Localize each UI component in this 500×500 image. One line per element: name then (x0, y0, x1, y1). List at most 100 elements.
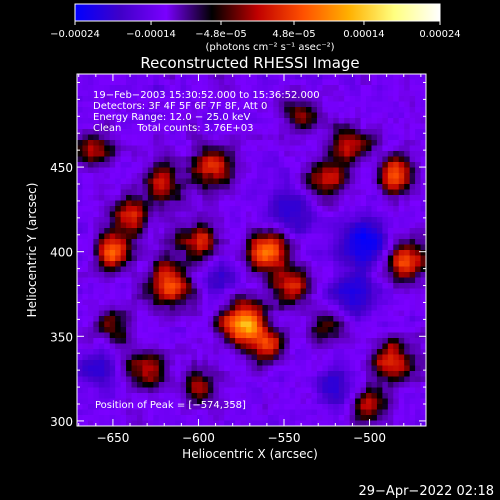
heatmap-cell (256, 129, 263, 135)
heatmap-cell (420, 145, 427, 152)
heatmap-cell (82, 195, 89, 201)
heatmap-cell (235, 365, 241, 372)
heatmap-cell (262, 261, 269, 267)
heatmap-cell (404, 233, 411, 240)
heatmap-cell (131, 233, 138, 240)
heatmap-cell (142, 365, 149, 372)
heatmap-cell (306, 134, 312, 141)
heatmap-cell (420, 178, 427, 185)
heatmap-cell (327, 261, 334, 267)
heatmap-cell (295, 250, 301, 256)
heatmap-cell (322, 244, 329, 251)
heatmap-cell (316, 123, 323, 130)
heatmap-cell (338, 222, 345, 229)
heatmap-cell (158, 277, 165, 284)
heatmap-cell (126, 184, 132, 190)
heatmap-cell (371, 327, 378, 333)
heatmap-cell (169, 404, 176, 410)
heatmap-cell (191, 217, 198, 223)
heatmap-cell (213, 189, 220, 196)
heatmap-cell (147, 371, 154, 377)
heatmap-cell (98, 255, 105, 262)
heatmap-cell (180, 129, 187, 135)
heatmap-cell (136, 189, 143, 196)
heatmap-cell (104, 321, 111, 328)
heatmap-cell (333, 250, 340, 256)
heatmap-cell (142, 420, 149, 427)
heatmap-cell (355, 310, 361, 317)
heatmap-cell (267, 415, 274, 421)
heatmap-cell (175, 349, 182, 355)
heatmap-cell (169, 354, 176, 361)
heatmap-cell (278, 338, 285, 344)
heatmap-cell (376, 321, 383, 328)
heatmap-cell (349, 338, 356, 344)
heatmap-cell (344, 261, 351, 267)
heatmap-cell (415, 365, 421, 372)
heatmap-cell (355, 398, 361, 405)
heatmap-cell (175, 327, 182, 333)
heatmap-cell (142, 393, 149, 399)
heatmap-cell (382, 134, 389, 141)
heatmap-cell (240, 305, 247, 311)
heatmap-cell (366, 178, 372, 185)
heatmap-cell (415, 112, 421, 119)
heatmap-cell (382, 173, 389, 179)
heatmap-cell (191, 211, 198, 218)
heatmap-cell (109, 101, 116, 108)
heatmap-cell (153, 288, 160, 295)
heatmap-cell (382, 283, 389, 289)
heatmap-cell (366, 162, 372, 168)
heatmap-cell (218, 283, 225, 289)
heatmap-cell (218, 294, 225, 300)
heatmap-cell (278, 415, 285, 421)
heatmap-cell (186, 112, 192, 119)
heatmap-cell (98, 129, 105, 135)
heatmap-cell (98, 162, 105, 168)
heatmap-cell (186, 321, 192, 328)
heatmap-cell (371, 387, 378, 394)
heatmap-cell (93, 277, 100, 284)
heatmap-cell (415, 233, 421, 240)
heatmap-cell (196, 74, 203, 80)
heatmap-cell (289, 288, 296, 295)
heatmap-cell (398, 316, 405, 322)
heatmap-cell (191, 321, 198, 328)
heatmap-cell (382, 415, 389, 421)
heatmap-cell (404, 299, 411, 306)
heatmap-cell (240, 420, 247, 427)
heatmap-cell (376, 74, 383, 80)
heatmap-cell (115, 354, 122, 361)
heatmap-cell (109, 250, 116, 256)
heatmap-cell (262, 415, 269, 421)
heatmap-cell (180, 398, 187, 405)
heatmap-cell (262, 96, 269, 102)
heatmap-cell (196, 162, 203, 168)
heatmap-cell (218, 151, 225, 157)
heatmap-cell (158, 195, 165, 201)
heatmap-cell (126, 222, 132, 229)
heatmap-cell (186, 398, 192, 405)
heatmap-cell (93, 140, 100, 146)
heatmap-cell (196, 228, 203, 234)
heatmap-cell (164, 112, 171, 119)
heatmap-cell (256, 156, 263, 163)
heatmap-cell (333, 277, 340, 284)
heatmap-cell (191, 156, 198, 163)
heatmap-cell (344, 217, 351, 223)
heatmap-cell (175, 200, 182, 207)
heatmap-cell (273, 272, 280, 278)
heatmap-cell (131, 354, 138, 361)
heatmap-cell (115, 321, 122, 328)
heatmap-cell (256, 118, 263, 124)
heatmap-cell (104, 398, 111, 405)
heatmap-cell (235, 222, 241, 229)
heatmap-cell (120, 211, 127, 218)
heatmap-cell (213, 343, 220, 350)
heatmap-cell (131, 316, 138, 322)
heatmap-cell (387, 151, 394, 157)
heatmap-cell (371, 228, 378, 234)
heatmap-cell (202, 189, 209, 196)
heatmap-cell (355, 189, 361, 196)
